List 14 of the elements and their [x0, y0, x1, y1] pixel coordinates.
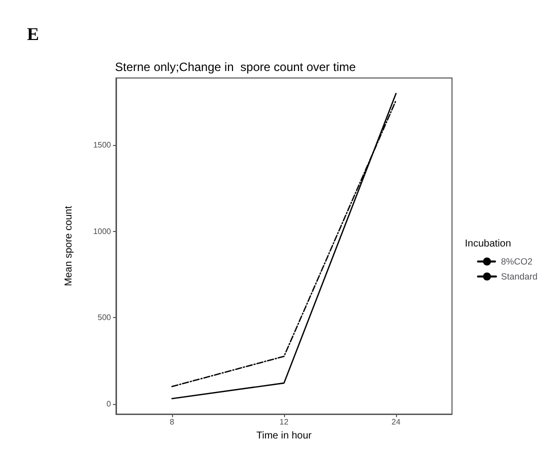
text: E — [27, 24, 40, 44]
x-tick-label: 24 — [392, 418, 401, 427]
legend-label: 8%CO2 — [501, 256, 533, 266]
legend-title: Incubation — [464, 238, 512, 250]
legend-label: Standard — [501, 272, 538, 282]
y-tick-label: 500 — [98, 313, 112, 322]
y-axis-title: Mean spore count — [64, 206, 74, 286]
x-axis-title: Time in hour — [256, 430, 312, 442]
chart-title: Sterne only;Change in spore count over time — [115, 60, 356, 74]
y-tick-label: 1000 — [93, 226, 112, 236]
x-tick-label: 12 — [280, 418, 289, 427]
y-tick-label: 1500 — [93, 140, 112, 150]
x-tick-label: 8 — [170, 418, 175, 427]
y-tick-label: 0 — [106, 399, 112, 408]
